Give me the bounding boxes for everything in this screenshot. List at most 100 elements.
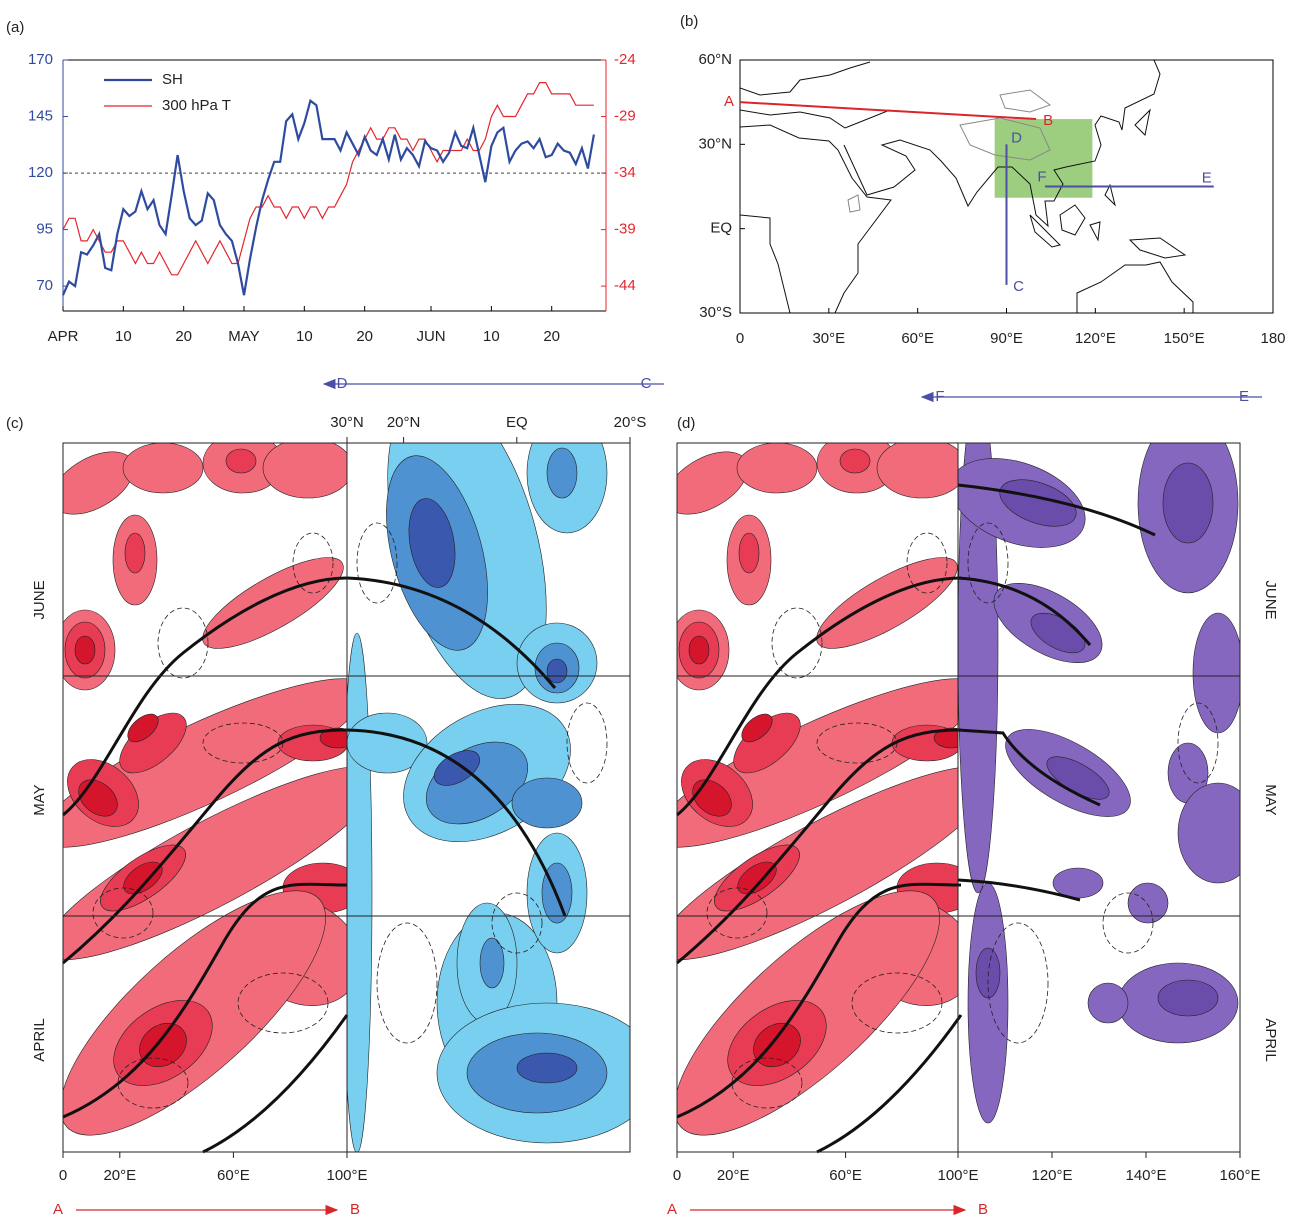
x-tick-label: 0 xyxy=(736,330,744,347)
contour-fill xyxy=(225,448,257,474)
contour-fill xyxy=(202,557,344,649)
contour-fill xyxy=(546,447,578,499)
trend-curve xyxy=(816,1014,963,1154)
top-tick-label: 30°N xyxy=(330,414,364,431)
contour-fill xyxy=(347,712,428,774)
y-tick-label: EQ xyxy=(710,220,732,237)
x-tick-label: 20°E xyxy=(717,1167,750,1184)
y2-tick-label: -24 xyxy=(614,51,636,68)
contour-dashed xyxy=(1102,892,1154,954)
section-label: D xyxy=(1011,129,1022,146)
trend-curve xyxy=(346,728,567,917)
y-tick-label: 70 xyxy=(36,277,53,294)
contour-dashed xyxy=(906,532,948,594)
contour-fill xyxy=(479,937,505,989)
contour-fill xyxy=(967,882,1009,1124)
contour-dashed xyxy=(92,887,154,939)
section-label: A xyxy=(724,93,734,110)
contour-fill xyxy=(546,658,568,684)
contour-dashed xyxy=(851,972,943,1034)
x-tick-label: 140°E xyxy=(1125,1167,1166,1184)
contour-dashed xyxy=(566,702,608,784)
legend-label: SH xyxy=(162,71,183,88)
x-tick-label: 120°E xyxy=(1075,330,1116,347)
contour-fill xyxy=(1157,979,1219,1017)
contour-dashed xyxy=(237,972,329,1034)
trend-curve xyxy=(676,728,962,965)
right-contours xyxy=(958,443,1240,1124)
arrow-label: B xyxy=(350,1201,360,1218)
contour-dashed xyxy=(731,1057,803,1109)
arrow-label: E xyxy=(1239,388,1249,405)
panel-label: (c) xyxy=(6,415,24,432)
right-contours xyxy=(347,443,630,1152)
x-tick-label: 20 xyxy=(356,328,373,345)
arrow-label: A xyxy=(53,1201,63,1218)
arrow-label: F xyxy=(935,388,944,405)
x-tick-label: 150°E xyxy=(1164,330,1205,347)
x-tick-label: 10 xyxy=(296,328,313,345)
panel-label: (b) xyxy=(680,13,698,30)
arrow-label: A xyxy=(667,1201,677,1218)
contour-fill xyxy=(738,532,760,574)
y2-tick-label: -34 xyxy=(614,164,636,181)
trend-curve xyxy=(957,483,1156,537)
trend-curve xyxy=(676,882,962,1119)
series-line xyxy=(61,98,595,296)
contour-dashed xyxy=(157,607,209,679)
y2-tick-label: -44 xyxy=(614,277,636,294)
contour-fill xyxy=(839,448,871,474)
contour-fill xyxy=(408,498,456,588)
month-label: APRIL xyxy=(31,1018,48,1061)
month-label: JUNE xyxy=(31,580,48,619)
contour-dashed xyxy=(987,922,1049,1044)
contour-dashed xyxy=(771,607,823,679)
contour-dashed xyxy=(292,532,334,594)
x-tick-label: 20°E xyxy=(103,1167,136,1184)
trend-curve xyxy=(957,728,1101,807)
red-contours xyxy=(63,443,347,1136)
trend-curve xyxy=(676,576,962,817)
x-tick-label: 180 xyxy=(1260,330,1285,347)
x-tick-label: 0 xyxy=(59,1167,67,1184)
contour-fill xyxy=(516,1052,578,1084)
x-tick-label: 100°E xyxy=(326,1167,367,1184)
y-tick-label: 120 xyxy=(28,164,53,181)
y2-tick-label: -39 xyxy=(614,221,636,238)
top-tick-label: EQ xyxy=(506,414,528,431)
trend-curve xyxy=(957,878,1081,902)
trend-curve xyxy=(62,576,348,817)
x-tick-label: 20 xyxy=(543,328,560,345)
arrow-label: C xyxy=(641,375,652,392)
contour-fill xyxy=(688,635,710,665)
trend-curve xyxy=(202,1014,349,1154)
trend-curve xyxy=(62,882,348,1119)
contour-fill xyxy=(736,443,818,494)
arrow-label: D xyxy=(337,375,348,392)
trend-curve xyxy=(346,576,557,689)
contour-dashed xyxy=(376,922,438,1044)
section-line xyxy=(739,101,1037,121)
contour-fill xyxy=(262,443,347,499)
contour-dashed xyxy=(491,892,543,954)
red-contours xyxy=(677,443,958,1136)
contour-dashed xyxy=(706,887,768,939)
map-land xyxy=(740,60,1194,313)
contour-dashed xyxy=(356,522,398,604)
x-tick-label: JUN xyxy=(416,328,445,345)
contour-fill xyxy=(74,635,96,665)
x-tick-label: 20 xyxy=(175,328,192,345)
contour-fill xyxy=(1192,612,1240,734)
x-tick-label: 100°E xyxy=(937,1167,978,1184)
contour-fill xyxy=(127,713,159,743)
trend-curve xyxy=(957,576,1092,646)
contour-fill xyxy=(816,557,958,649)
contour-fill xyxy=(124,532,146,574)
top-tick-label: 20°S xyxy=(614,414,647,431)
section-label: B xyxy=(1043,112,1053,129)
x-tick-label: 120°E xyxy=(1031,1167,1072,1184)
x-tick-label: 30°E xyxy=(812,330,845,347)
month-label: MAY xyxy=(31,784,48,815)
contour-fill xyxy=(741,713,773,743)
x-tick-label: 60°E xyxy=(217,1167,250,1184)
